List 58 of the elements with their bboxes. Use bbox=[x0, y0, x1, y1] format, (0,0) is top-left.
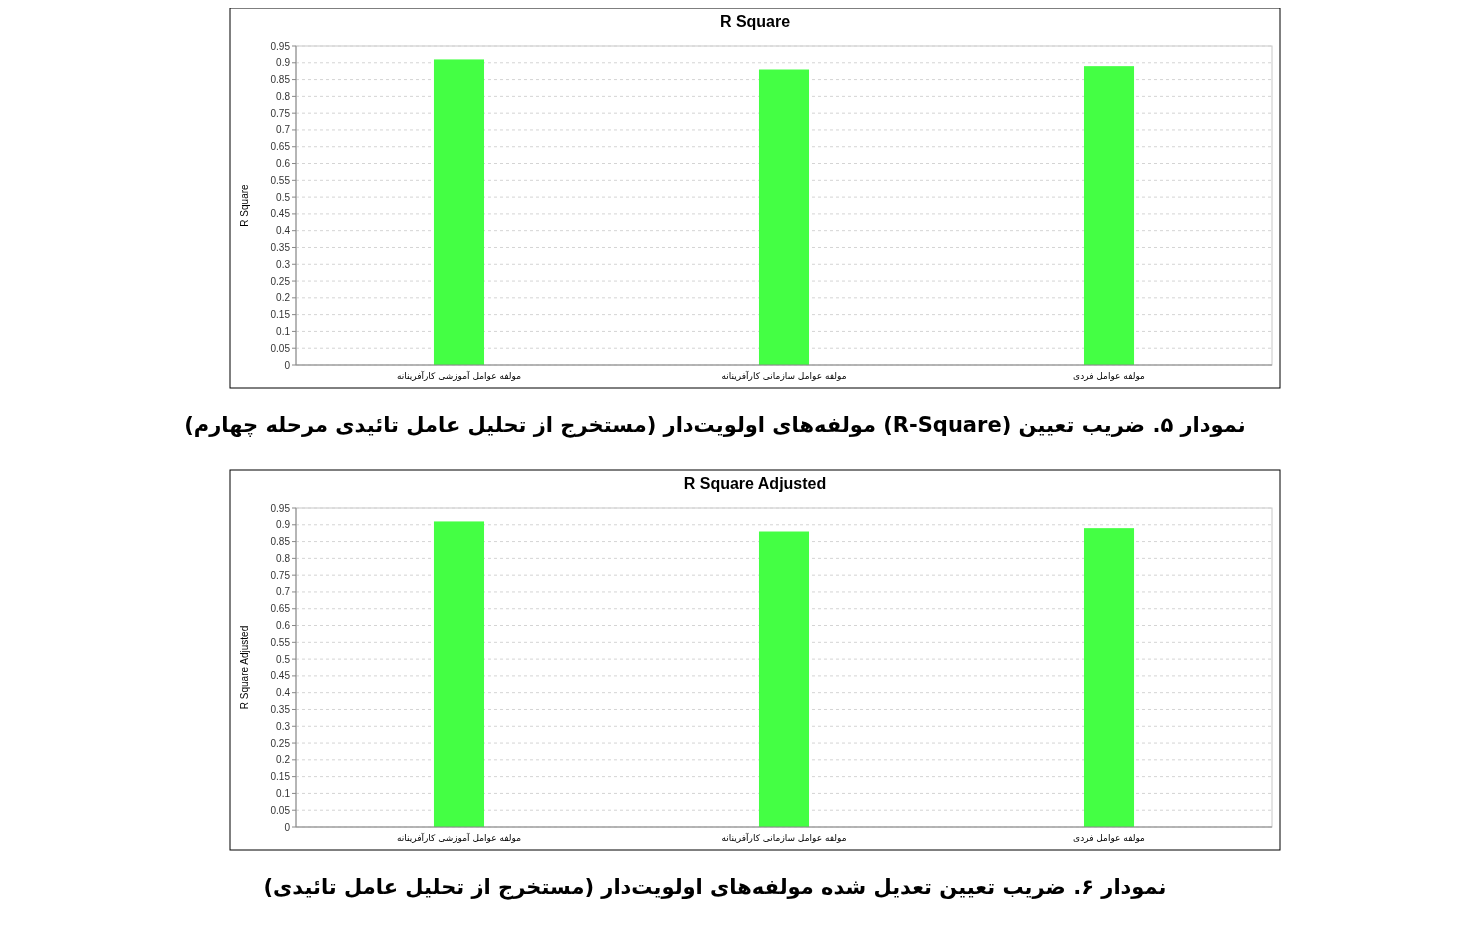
y-tick-label: 0.75 bbox=[270, 569, 291, 581]
y-tick-label: 0.45 bbox=[270, 208, 291, 220]
chart-title: R Square Adjusted bbox=[683, 475, 827, 492]
y-tick-label: 0.35 bbox=[270, 241, 291, 253]
y-tick-label: 0.6 bbox=[276, 620, 291, 632]
text: نمودار ۵. ضریب تعیین (R-Square) مولفه‌های اولویت‌دار (مستخرج از تحلیل عامل تائیدی مرحله چهارم) bbox=[184, 413, 1246, 438]
y-tick-label: 0.8 bbox=[276, 552, 291, 564]
y-tick-label: 0 bbox=[284, 359, 291, 371]
bar bbox=[433, 59, 485, 365]
y-tick-label: 0.2 bbox=[276, 292, 291, 304]
y-tick-label: 0.05 bbox=[270, 342, 291, 354]
y-tick-label: 0.65 bbox=[270, 141, 291, 153]
y-tick-label: 0.7 bbox=[276, 124, 291, 136]
y-tick-label: 0.75 bbox=[270, 107, 291, 119]
x-tick-label: مولفه عوامل سازمانی کارآفرینانه bbox=[721, 832, 847, 843]
y-tick-label: 0.85 bbox=[270, 74, 291, 86]
y-tick-label: 0.1 bbox=[276, 325, 291, 337]
y-tick-label: 0.4 bbox=[276, 225, 291, 237]
y-tick-label: 0.4 bbox=[276, 687, 291, 699]
y-tick-label: 0.2 bbox=[276, 754, 291, 766]
x-tick-label: مولفه عوامل سازمانی کارآفرینانه bbox=[721, 370, 847, 381]
y-tick-label: 0.1 bbox=[276, 787, 291, 799]
text: نمودار ۶. ضریب تعیین تعدیل شده مولفه‌های اولویت‌دار (مستخرج از تحلیل عامل تائیدی) bbox=[263, 875, 1167, 900]
x-tick-label: مولفه عوامل آموزشی کارآفرینانه bbox=[396, 832, 522, 843]
y-tick-label: 0.25 bbox=[270, 737, 291, 749]
bar bbox=[758, 531, 810, 827]
y-tick-label: 0.9 bbox=[276, 57, 291, 69]
bar bbox=[758, 69, 810, 365]
x-tick-label: مولفه عوامل آموزشی کارآفرینانه bbox=[396, 370, 522, 381]
y-tick-label: 0.5 bbox=[276, 653, 291, 665]
y-tick-label: 0.85 bbox=[270, 536, 291, 548]
y-tick-label: 0.15 bbox=[270, 309, 291, 321]
y-tick-label: 0.35 bbox=[270, 703, 291, 715]
y-tick-label: 0.25 bbox=[270, 275, 291, 287]
y-tick-label: 0.3 bbox=[276, 258, 291, 270]
y-tick-label: 0.6 bbox=[276, 158, 291, 170]
y-tick-label: 0 bbox=[284, 821, 291, 833]
y-tick-label: 0.45 bbox=[270, 670, 291, 682]
y-tick-label: 0.3 bbox=[276, 720, 291, 732]
y-tick-label: 0.95 bbox=[270, 502, 291, 514]
y-tick-label: 0.15 bbox=[270, 771, 291, 783]
x-tick-label: مولفه عوامل فردی bbox=[1073, 371, 1146, 381]
x-tick-label: مولفه عوامل فردی bbox=[1073, 833, 1146, 843]
y-tick-label: 0.55 bbox=[270, 174, 291, 186]
y-tick-label: 0.5 bbox=[276, 191, 291, 203]
bar bbox=[433, 521, 485, 827]
y-tick-label: 0.65 bbox=[270, 603, 291, 615]
y-axis-title: R Square Adjusted bbox=[239, 625, 250, 710]
chart-title: R Square bbox=[719, 13, 791, 30]
y-tick-label: 0.05 bbox=[270, 804, 291, 816]
bar bbox=[1083, 528, 1135, 827]
y-tick-label: 0.95 bbox=[270, 40, 291, 52]
y-tick-label: 0.7 bbox=[276, 586, 291, 598]
bar bbox=[1083, 66, 1135, 365]
y-tick-label: 0.55 bbox=[270, 636, 291, 648]
y-tick-label: 0.9 bbox=[276, 519, 291, 531]
y-tick-label: 0.8 bbox=[276, 90, 291, 102]
y-axis-title: R Square bbox=[239, 183, 250, 227]
